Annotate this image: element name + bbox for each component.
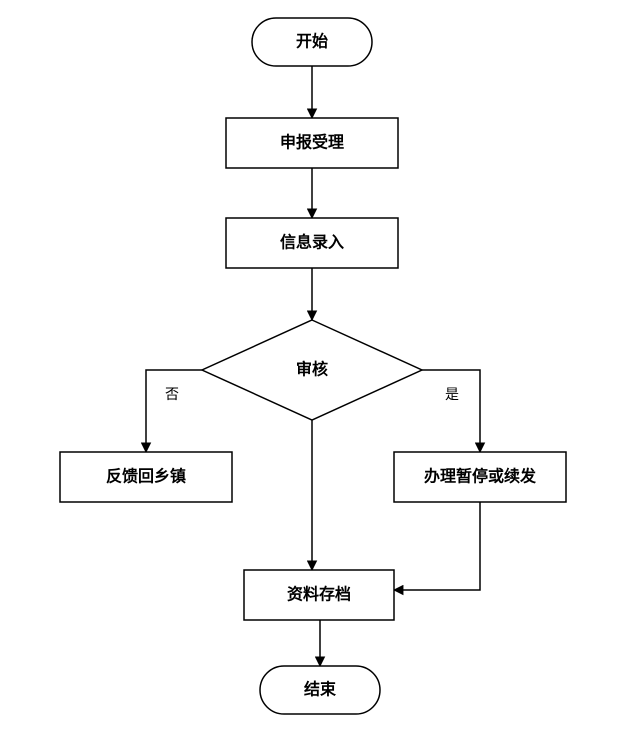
node-accept: 申报受理 [226,118,398,168]
node-process: 办理暂停或续发 [394,452,566,502]
edge-review-feedback [146,370,202,452]
node-label-accept: 申报受理 [280,133,344,152]
edge-label-review-process: 是 [445,388,459,403]
flowchart-canvas: 否 是 开始申报受理信息录入审核反馈回乡镇 办理暂停或续发资料存档结束 [0,0,632,739]
node-label-end: 结束 [303,680,337,699]
node-end: 结束 [260,666,380,714]
node-archive: 资料存档 [244,570,394,620]
node-label-start: 开始 [296,32,328,51]
edge-process-archive [394,502,480,590]
node-label-input: 信息录入 [280,233,344,252]
node-feedback: 反馈回乡镇 [60,452,232,502]
node-input: 信息录入 [226,218,398,268]
node-label-feedback: 反馈回乡镇 [106,467,186,486]
node-start: 开始 [252,18,372,66]
edge-label-review-feedback: 否 [165,388,179,403]
node-label-process: 办理暂停或续发 [424,467,537,486]
edge-review-process [422,370,480,452]
node-label-archive: 资料存档 [287,585,351,604]
node-label-review: 审核 [296,360,328,379]
node-review: 审核 [202,320,422,420]
